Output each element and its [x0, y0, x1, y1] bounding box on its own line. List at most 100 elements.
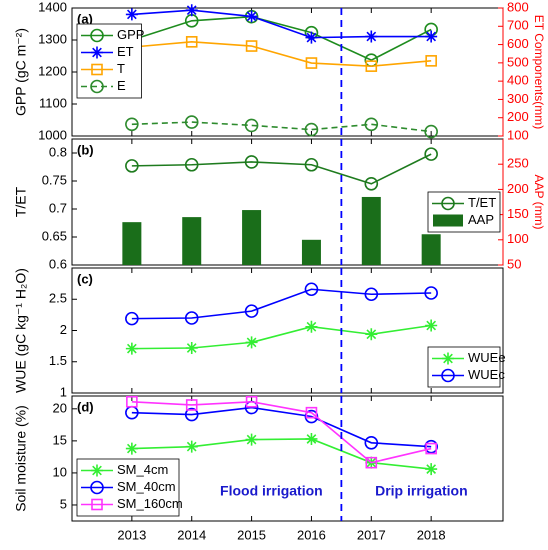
marker — [245, 395, 258, 408]
y-tick-label: 1000 — [38, 127, 67, 142]
legend-marker — [442, 352, 454, 365]
marker — [425, 55, 437, 67]
bar — [361, 196, 381, 265]
legend-marker — [90, 480, 104, 495]
y2-tick-label: 500 — [507, 54, 529, 69]
legend-box — [427, 346, 501, 388]
series-line — [131, 15, 432, 62]
marker — [184, 115, 199, 129]
marker — [424, 124, 438, 139]
legend-marker — [91, 63, 103, 76]
x-tick-label: 2014 — [177, 527, 206, 542]
y-tick-label: 1100 — [39, 95, 67, 110]
marker — [184, 407, 199, 422]
marker — [425, 442, 437, 455]
legend-marker — [91, 464, 103, 477]
legend-label: WUEc — [468, 367, 505, 382]
series-line — [131, 406, 432, 448]
marker — [125, 159, 139, 173]
marker — [125, 311, 139, 326]
y2-tick-label: 250 — [507, 156, 529, 171]
marker — [304, 122, 319, 137]
y-tick-label: 1200 — [38, 63, 67, 78]
plot-frame — [71, 395, 504, 522]
legend-label: SM_160cm — [117, 496, 183, 511]
bar — [182, 217, 202, 265]
y2-tick-label: 100 — [507, 231, 529, 246]
legend-label: SM_4cm — [117, 462, 168, 477]
y-tick-label: 0.8 — [49, 144, 67, 159]
marker — [305, 406, 318, 419]
bar — [122, 222, 142, 265]
marker — [244, 118, 259, 133]
x-tick-label: 2015 — [237, 527, 266, 542]
marker — [185, 4, 198, 17]
marker — [245, 10, 258, 23]
legend-marker — [90, 28, 104, 43]
legend-box — [76, 23, 142, 99]
legend-label: GPP — [117, 27, 144, 42]
marker — [364, 177, 379, 191]
legend-label: T/ET — [468, 195, 496, 210]
x-tick-label: 2016 — [297, 527, 326, 542]
marker — [364, 435, 379, 450]
y-axis-label: GPP (gC m⁻²) — [13, 28, 29, 116]
marker — [304, 282, 319, 297]
series-line — [131, 288, 432, 320]
y-tick-label: 1400 — [38, 0, 67, 14]
series-line — [131, 400, 432, 464]
marker — [125, 8, 138, 21]
marker — [305, 57, 318, 69]
y2-tick-label: 200 — [507, 109, 529, 124]
marker — [125, 117, 139, 132]
x-tick-label: 2017 — [357, 527, 386, 542]
marker — [425, 30, 438, 43]
y-tick-label: 0.6 — [49, 256, 67, 271]
legend-label: T — [117, 61, 125, 76]
series-line — [131, 324, 432, 350]
x-tick-label: 2013 — [117, 527, 146, 542]
y2-tick-label: 150 — [507, 206, 529, 221]
y2-tick-label: 400 — [507, 73, 529, 88]
panel-label: (a) — [77, 11, 93, 26]
marker — [424, 439, 438, 454]
marker — [365, 456, 378, 469]
annotation: Flood irrigation — [220, 483, 323, 499]
legend-label: WUEe — [468, 350, 506, 365]
y2-tick-label: 800 — [507, 0, 529, 14]
y-tick-label: 5 — [60, 496, 67, 511]
marker — [365, 328, 378, 341]
marker — [424, 147, 438, 161]
marker — [365, 60, 378, 72]
y2-tick-label: 600 — [507, 36, 529, 51]
marker — [184, 157, 199, 172]
series-line — [131, 153, 432, 185]
legend-marker — [91, 46, 103, 59]
y-tick-label: 0.7 — [49, 200, 67, 215]
annotation: Drip irrigation — [375, 483, 468, 499]
marker — [304, 409, 319, 424]
legend-label: AAP — [468, 212, 494, 227]
y-tick-label: 2 — [60, 322, 67, 337]
marker — [125, 342, 138, 355]
marker — [304, 157, 319, 172]
panel-label: (d) — [77, 399, 94, 414]
legend-box — [427, 191, 501, 233]
y-axis-label: Soil moisture (%) — [13, 405, 29, 512]
y-tick-label: 20 — [53, 400, 67, 415]
legend-swatch — [433, 214, 463, 227]
series-line — [131, 121, 432, 133]
y-tick-label: 15 — [53, 432, 67, 447]
legend-marker — [90, 79, 104, 94]
marker — [425, 463, 438, 476]
marker — [185, 440, 198, 453]
bar — [242, 210, 262, 265]
legend-marker — [91, 498, 103, 511]
x-tick-label: 2018 — [417, 527, 446, 542]
series-line — [131, 9, 432, 39]
y-tick-label: 1 — [60, 384, 67, 399]
marker — [245, 336, 258, 349]
legend-marker — [441, 196, 455, 211]
y2-tick-label: 50 — [507, 256, 521, 271]
